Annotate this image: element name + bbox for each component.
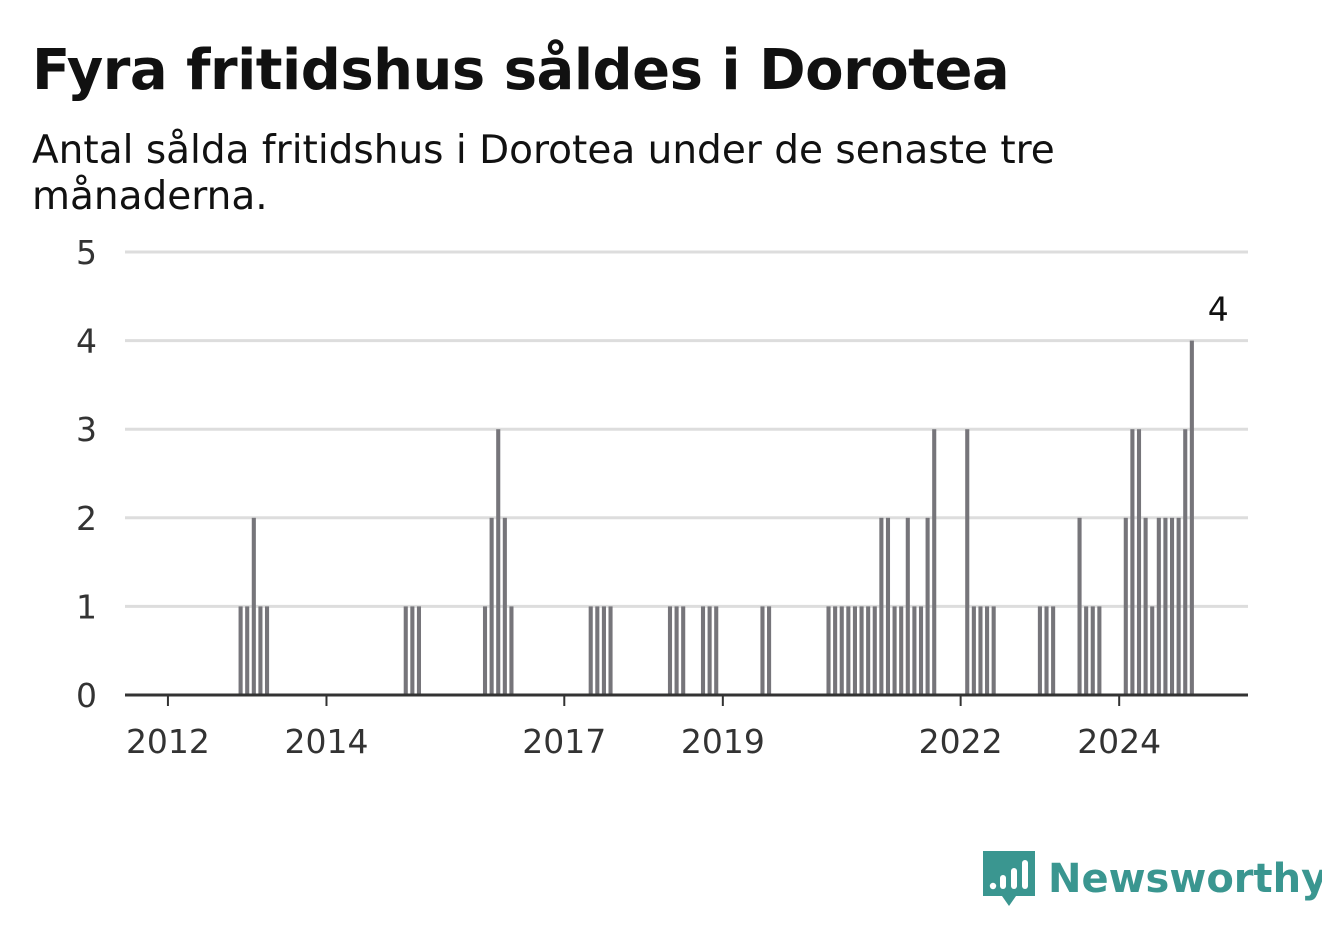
bar: [885, 517, 891, 695]
bar: [839, 606, 844, 695]
bar: [866, 606, 871, 695]
y-tick-label: 2: [76, 499, 97, 538]
bars: [238, 340, 1194, 695]
y-tick-label: 1: [76, 587, 97, 626]
y-tick-label: 0: [76, 676, 97, 715]
x-axis: 2012 2014 2017 2019 2022 2024: [125, 693, 1248, 761]
bar: [760, 606, 765, 695]
bar: [965, 429, 970, 695]
bar: [872, 606, 877, 695]
bar: [700, 606, 706, 695]
x-tick-label: 2012: [126, 722, 210, 761]
bar: [899, 606, 904, 695]
bar: [1176, 517, 1181, 695]
bar: [707, 606, 712, 695]
x-tick-label: 2019: [681, 722, 765, 761]
bar: [416, 606, 422, 695]
bar: [971, 606, 976, 695]
y-axis-ticks: 0 1 2 3 4 5: [76, 233, 97, 715]
bar: [918, 606, 924, 695]
bar: [403, 606, 408, 695]
bar: [932, 429, 937, 695]
bar: [1130, 429, 1135, 695]
bar: [879, 517, 884, 695]
bar: [859, 606, 864, 695]
bar: [1169, 517, 1175, 695]
bar: [852, 606, 857, 695]
bar: [912, 606, 917, 695]
newsworthy-logo: Newsworthy: [980, 848, 1322, 910]
bar: [826, 606, 831, 695]
bar: [1136, 429, 1142, 695]
bar: [1156, 517, 1161, 695]
bar: [892, 606, 897, 695]
bar: [245, 606, 250, 695]
bar: [1150, 606, 1155, 695]
bar-chart-speech-bubble-icon: [983, 851, 1035, 906]
bar: [767, 606, 772, 695]
bar: [410, 606, 415, 695]
bar: [1143, 517, 1148, 695]
bar: [258, 606, 263, 695]
chart-title: Fyra fritidshus såldes i Dorotea: [32, 38, 1010, 103]
x-tick-label: 2014: [284, 722, 368, 761]
bar: [601, 606, 606, 695]
chart-subtitle: Antal sålda fritidshus i Dorotea under d…: [32, 128, 1055, 219]
bar: [489, 517, 494, 695]
grid-lines: [125, 250, 1248, 608]
bar: [1123, 517, 1128, 695]
data-labels: 4: [1208, 290, 1229, 329]
bar: [846, 606, 851, 695]
bar: [496, 429, 501, 695]
bar: [1077, 517, 1082, 695]
bar: [714, 606, 719, 695]
bar: [1037, 606, 1042, 695]
bar: [502, 517, 507, 695]
x-tick-label: 2022: [919, 722, 1003, 761]
bar: [681, 606, 686, 695]
bar: [588, 606, 593, 695]
bar: [1084, 606, 1089, 695]
bar: [667, 606, 673, 695]
bar: [608, 606, 613, 695]
brand-name: Newsworthy: [1048, 856, 1322, 902]
y-tick-label: 3: [76, 410, 97, 449]
bar: [925, 517, 930, 695]
y-tick-label: 4: [76, 322, 97, 361]
bar: [905, 517, 910, 695]
bar: [978, 606, 983, 695]
bar: [674, 606, 679, 695]
x-tick-label: 2017: [522, 722, 606, 761]
bar: [1183, 429, 1188, 695]
bar: [238, 606, 243, 695]
bar: [1097, 606, 1102, 695]
bar: [991, 606, 996, 695]
bar: [251, 517, 256, 695]
bar: [264, 606, 270, 695]
bar: [1189, 340, 1194, 695]
bar: [985, 606, 990, 695]
bar: [509, 606, 514, 695]
bar: [1051, 606, 1056, 695]
bar: [1163, 517, 1168, 695]
bar: [482, 606, 488, 695]
x-tick-label: 2024: [1077, 722, 1161, 761]
bar-chart: 0 1 2 3 4 5 2012 2014 2017 2019 2022 2024 4: [76, 233, 1248, 761]
bar: [1090, 606, 1095, 695]
bar: [595, 606, 600, 695]
bar: [833, 606, 838, 695]
y-tick-label: 5: [76, 233, 97, 272]
bar: [1044, 606, 1049, 695]
data-label-highlight: 4: [1208, 290, 1229, 329]
